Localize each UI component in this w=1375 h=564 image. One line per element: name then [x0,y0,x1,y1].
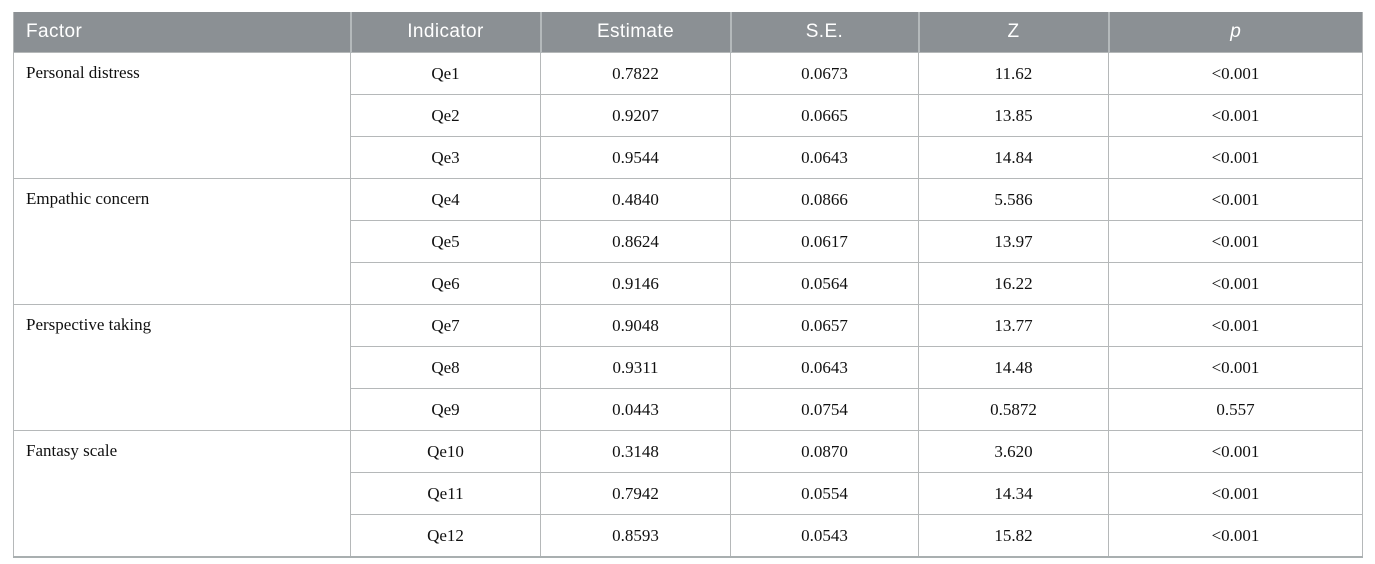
se-cell: 0.0657 [730,304,919,347]
estimate-cell: 0.9544 [540,136,731,179]
z-cell: 16.22 [918,262,1109,305]
se-cell: 0.0665 [730,94,919,137]
factor-cell: Empathic concern [13,178,351,305]
z-cell: 3.620 [918,430,1109,473]
estimate-cell: 0.8593 [540,514,731,558]
se-cell: 0.0673 [730,52,919,95]
estimate-cell: 0.8624 [540,220,731,263]
indicator-cell: Qe7 [350,304,541,347]
cfa-loadings-table: Factor Indicator Estimate S.E. Z p Perso… [13,12,1363,558]
p-cell: <0.001 [1108,472,1363,515]
p-cell: <0.001 [1108,52,1363,95]
estimate-cell: 0.4840 [540,178,731,221]
indicator-cell: Qe4 [350,178,541,221]
se-cell: 0.0617 [730,220,919,263]
z-cell: 14.48 [918,346,1109,389]
table-row: Qe3 0.9544 0.0643 14.84 <0.001 [14,136,1363,179]
z-cell: 13.85 [918,94,1109,137]
indicator-cell: Qe5 [350,220,541,263]
z-cell: 14.34 [918,472,1109,515]
p-cell: <0.001 [1108,220,1363,263]
estimate-cell: 0.3148 [540,430,731,473]
p-cell: <0.001 [1108,430,1363,473]
indicator-cell: Qe3 [350,136,541,179]
z-cell: 14.84 [918,136,1109,179]
z-cell: 0.5872 [918,388,1109,431]
table-row: Qe11 0.7942 0.0554 14.34 <0.001 [14,472,1363,515]
se-cell: 0.0554 [730,472,919,515]
column-header-estimate: Estimate [539,12,731,53]
column-header-indicator: Indicator [349,12,541,53]
header-row: Factor Indicator Estimate S.E. Z p [13,12,1363,53]
factor-cell: Personal distress [13,52,351,179]
table-row: Qe6 0.9146 0.0564 16.22 <0.001 [14,262,1363,305]
se-cell: 0.0866 [730,178,919,221]
z-cell: 5.586 [918,178,1109,221]
estimate-cell: 0.9207 [540,94,731,137]
table-row: Personal distress Qe1 0.7822 0.0673 11.6… [13,52,1363,179]
z-cell: 13.97 [918,220,1109,263]
table-row: Qe8 0.9311 0.0643 14.48 <0.001 [14,346,1363,389]
estimate-cell: 0.7942 [540,472,731,515]
column-header-se: S.E. [729,12,919,53]
p-cell: <0.001 [1108,262,1363,305]
table-row: Qe12 0.8593 0.0543 15.82 <0.001 [14,514,1363,558]
se-cell: 0.0754 [730,388,919,431]
estimate-cell: 0.9048 [540,304,731,347]
se-cell: 0.0870 [730,430,919,473]
indicator-cell: Qe10 [350,430,541,473]
table-header: Factor Indicator Estimate S.E. Z p [13,12,1363,53]
estimate-cell: 0.9146 [540,262,731,305]
z-cell: 15.82 [918,514,1109,558]
table-row: Qe9 0.0443 0.0754 0.5872 0.557 [14,388,1363,431]
estimate-cell: 0.7822 [540,52,731,95]
table-row: Perspective taking Qe7 0.9048 0.0657 13.… [13,304,1363,431]
indicator-cell: Qe1 [350,52,541,95]
indicator-cell: Qe11 [350,472,541,515]
se-cell: 0.0543 [730,514,919,558]
table-row: Fantasy scale Qe10 0.3148 0.0870 3.620 <… [13,430,1363,558]
indicator-cell: Qe8 [350,346,541,389]
p-cell: <0.001 [1108,514,1363,558]
p-cell: <0.001 [1108,304,1363,347]
se-cell: 0.0643 [730,346,919,389]
estimate-cell: 0.9311 [540,346,731,389]
factor-cell: Perspective taking [13,304,351,431]
se-cell: 0.0643 [730,136,919,179]
z-cell: 13.77 [918,304,1109,347]
table-row: Qe2 0.9207 0.0665 13.85 <0.001 [14,94,1363,137]
indicator-cell: Qe9 [350,388,541,431]
p-cell: 0.557 [1108,388,1363,431]
factor-cell: Fantasy scale [13,430,351,558]
z-cell: 11.62 [918,52,1109,95]
p-cell: <0.001 [1108,178,1363,221]
table-row: Empathic concern Qe4 0.4840 0.0866 5.586… [13,178,1363,305]
p-cell: <0.001 [1108,136,1363,179]
indicator-cell: Qe12 [350,514,541,558]
se-cell: 0.0564 [730,262,919,305]
estimate-cell: 0.0443 [540,388,731,431]
p-cell: <0.001 [1108,346,1363,389]
column-header-z: Z [917,12,1109,53]
indicator-cell: Qe6 [350,262,541,305]
p-cell: <0.001 [1108,94,1363,137]
indicator-cell: Qe2 [350,94,541,137]
table-body: Personal distress Qe1 0.7822 0.0673 11.6… [13,52,1363,558]
column-header-factor: Factor [13,12,351,53]
table-row: Qe5 0.8624 0.0617 13.97 <0.001 [14,220,1363,263]
column-header-p: p [1107,12,1363,53]
